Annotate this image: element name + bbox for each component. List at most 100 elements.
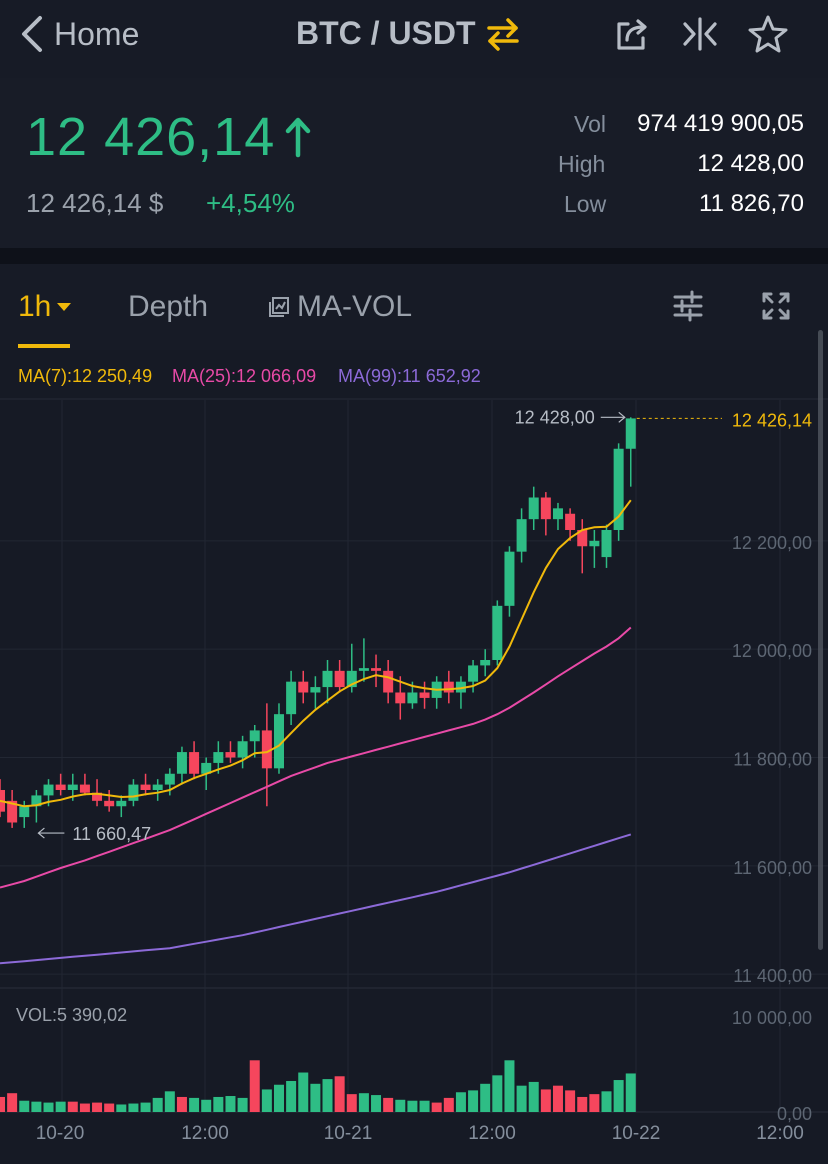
time-axis-tick: 12:00 (181, 1123, 229, 1144)
candle-body (334, 670, 345, 688)
candle-body (310, 687, 321, 693)
volume-bar (455, 1092, 466, 1112)
top-navigation-bar: Home BTC / USDT (0, 0, 828, 78)
candle-body (67, 784, 78, 790)
price-axis-tick: 12 200,00 (732, 533, 812, 553)
volume-bar (273, 1084, 284, 1112)
pair-selector[interactable]: BTC / USDT (296, 15, 520, 52)
tab-indicator-label: MA-VOL (297, 290, 413, 323)
fullscreen-button[interactable] (760, 290, 792, 327)
volume-bar (395, 1099, 406, 1112)
candle-body (201, 762, 212, 774)
volume-bar (613, 1080, 624, 1112)
candle-body (358, 668, 369, 671)
ma25-legend: MA(25):12 066,09 (172, 366, 317, 386)
favorite-button[interactable] (748, 14, 788, 54)
volume-label: VOL:5 390,02 (16, 1005, 127, 1025)
volume-bar (589, 1094, 600, 1112)
tab-depth-label: Depth (128, 290, 209, 323)
candle-body (237, 741, 248, 758)
active-tab-indicator (18, 344, 70, 348)
high-marker-arrow (618, 411, 626, 423)
volume-bar (189, 1097, 200, 1112)
stat-label-high: High (558, 151, 606, 177)
volume-bar (480, 1083, 491, 1112)
volume-bar (92, 1102, 103, 1112)
stat-label-vol: Vol (574, 111, 606, 137)
volume-bar (492, 1075, 503, 1112)
time-axis-tick: 12:00 (756, 1123, 804, 1144)
swap-icon (486, 17, 519, 51)
candle-body (480, 660, 491, 666)
stat-value-low: 11 826,70 (699, 190, 804, 217)
candle-body (552, 508, 563, 520)
volume-bar (140, 1102, 151, 1112)
volume-bar (371, 1095, 382, 1112)
candle-body (528, 497, 539, 520)
arrow-up-icon (285, 117, 311, 158)
compare-button[interactable] (682, 16, 718, 52)
price-chart[interactable]: 12 200,00 12 000,00 11 800,00 11 600,00 11 4… (0, 350, 828, 1164)
candle-body (504, 551, 515, 606)
volume-bar (249, 1060, 260, 1112)
volume-bar (104, 1103, 115, 1112)
volume-bar (31, 1101, 42, 1112)
volume-bar (625, 1073, 636, 1112)
candle-body (128, 784, 139, 801)
volume-bar (201, 1099, 212, 1112)
chevron-left-icon (22, 16, 42, 52)
chart-settings-button[interactable] (672, 290, 704, 327)
candle-body (540, 497, 551, 520)
candle-body (589, 540, 600, 547)
volume-bar (601, 1091, 612, 1112)
time-axis-tick: 10-21 (324, 1123, 373, 1144)
candle-body (613, 448, 624, 530)
candle-body (116, 800, 127, 807)
price-usd: 12 426,14 $ (26, 188, 164, 218)
volume-bar (334, 1076, 345, 1112)
candle-body (443, 681, 454, 693)
change-percent: +4,54% (206, 188, 295, 218)
candle-body (43, 784, 54, 796)
candle-body (140, 784, 151, 790)
candle-body (164, 773, 175, 785)
last-price-value: 12 426,14 (26, 107, 276, 167)
ma-legend-bar (0, 350, 828, 400)
candle-body (31, 795, 42, 807)
back-button[interactable]: Home (20, 14, 139, 54)
tab-depth[interactable]: Depth (128, 290, 208, 324)
candle-body (455, 681, 466, 693)
volume-bar (213, 1096, 224, 1112)
tab-indicator[interactable]: MA-VOL (268, 290, 412, 324)
scrollbar[interactable] (818, 330, 823, 950)
candle-body (176, 752, 187, 774)
candle-body (346, 670, 357, 688)
high-marker-label: 12 428,00 (515, 407, 595, 427)
share-button[interactable] (614, 16, 650, 52)
volume-bar (116, 1104, 127, 1112)
volume-axis-tick: 0,00 (777, 1104, 812, 1124)
time-axis-tick: 10-22 (612, 1123, 661, 1144)
candle-body (516, 519, 527, 552)
price-axis-tick: 11 800,00 (733, 750, 812, 770)
candle-body (468, 665, 479, 682)
sliders-icon (673, 290, 703, 322)
interval-label: 1h (18, 290, 52, 323)
volume-bar (67, 1101, 78, 1112)
candle-body (407, 692, 418, 704)
caret-down-icon (57, 303, 72, 311)
stat-value-vol: 974 419 900,05 (637, 110, 804, 137)
volume-bar (79, 1103, 90, 1112)
volume-axis-tick: 10 000,00 (732, 1008, 812, 1028)
candle-body (625, 418, 636, 449)
candle-body (19, 806, 30, 818)
price-axis-tick: 12 000,00 (732, 641, 812, 661)
interval-selector[interactable]: 1h (18, 290, 73, 324)
volume-bar (322, 1079, 333, 1112)
candle-body (189, 752, 200, 774)
volume-bar (261, 1089, 272, 1112)
candle-body (383, 670, 394, 693)
ma99-legend: MA(99):11 652,92 (338, 366, 481, 386)
candle-body (104, 800, 115, 807)
candle-body (79, 784, 90, 793)
